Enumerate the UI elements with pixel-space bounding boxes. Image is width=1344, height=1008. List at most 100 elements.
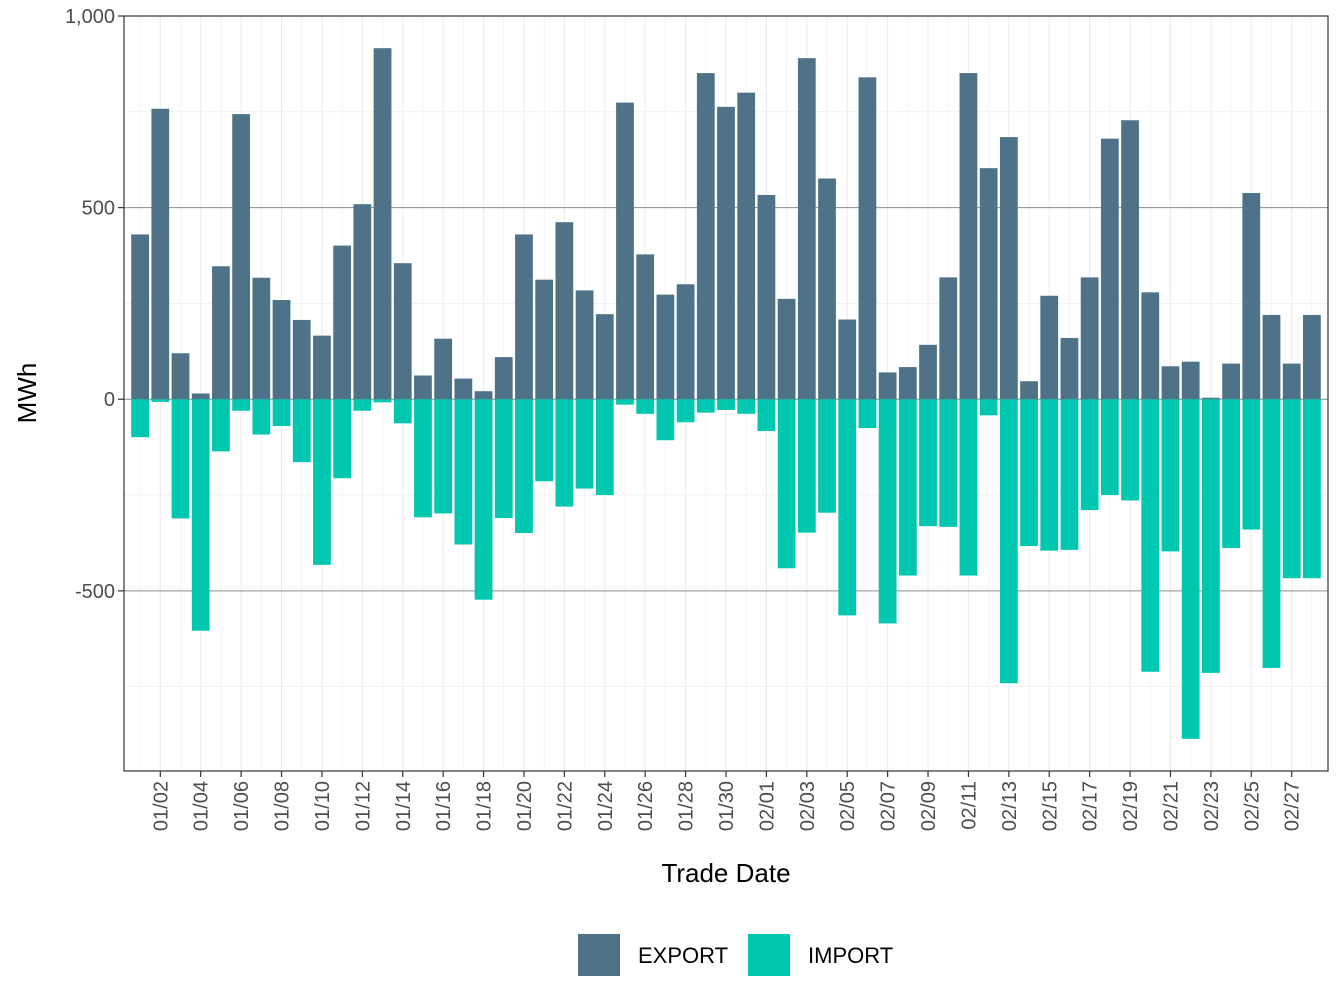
bar-import [616,399,634,405]
bar-import [676,399,695,423]
bar-export [1020,381,1038,400]
bar-export [1222,363,1240,400]
x-tick-label: 01/26 [635,781,657,831]
bar-export [1282,363,1301,400]
bar-export [737,92,756,400]
bar-export [878,372,897,400]
bar-import [858,399,877,428]
x-tick-label: 02/15 [1039,781,1061,831]
x-tick-label: 01/28 [676,781,698,831]
bar-import [212,399,230,452]
x-axis-title: Trade Date [661,858,790,888]
bar-import [252,399,271,435]
bar-export [434,338,453,400]
bar-import [393,399,412,424]
x-tick-label: 01/12 [352,781,374,831]
bar-import [898,399,917,576]
bar-import [151,399,170,402]
bar-import [1262,399,1281,668]
y-axis-title: MWh [12,363,42,424]
bar-export [1141,292,1160,400]
bar-import [1181,399,1200,739]
bar-import [1080,399,1099,511]
bar-export [1242,193,1261,400]
x-tick-label: 01/02 [150,781,172,831]
bar-import [191,399,210,631]
bar-import [555,399,574,507]
bar-export [373,48,392,400]
bar-import [333,399,352,479]
bar-export [131,234,149,400]
legend-label-export: EXPORT [638,943,728,968]
bar-export [999,137,1018,400]
bar-import [1222,399,1240,548]
x-tick-label: 01/04 [191,781,213,831]
bar-import [878,399,897,624]
bar-export [1303,314,1321,400]
bar-import [494,399,513,519]
x-tick-label: 02/21 [1160,781,1182,831]
bar-export [292,319,311,400]
bar-import [171,399,190,519]
bar-import [272,399,291,427]
bar-import [919,399,937,527]
bar-import [353,399,372,411]
x-tick-label: 02/09 [918,781,940,831]
bar-export [474,391,493,400]
bar-export [1161,366,1180,400]
bar-export [1121,120,1139,400]
bar-export [252,277,271,400]
y-axis: -500 0 500 1,000 [65,6,124,603]
x-tick-label: 01/14 [393,781,415,831]
bar-import [757,399,776,432]
bar-export [838,319,857,400]
bar-import [454,399,473,545]
x-tick-label: 02/03 [797,781,819,831]
bar-export [979,168,998,400]
bar-export [676,284,695,400]
bar-import [474,399,493,600]
x-tick-label: 02/07 [878,781,900,831]
bar-import [797,399,816,533]
legend-label-import: IMPORT [808,943,893,968]
x-tick-label: 01/06 [231,781,253,831]
x-axis: 01/02 01/04 01/06 01/08 01/10 01/12 01/14 01/16… [150,771,1304,831]
bar-export [555,222,574,400]
bar-import [292,399,311,463]
bar-import [1100,399,1119,496]
bar-export [212,266,230,400]
legend-swatch-export [578,934,620,976]
x-tick-label: 02/11 [958,781,980,830]
bar-export [959,73,978,400]
x-tick-label: 02/01 [756,781,778,831]
x-tick-label: 02/25 [1241,781,1263,831]
bar-export [717,106,735,400]
bars [131,48,1321,739]
x-tick-label: 02/19 [1120,781,1142,831]
bar-import [1201,399,1220,673]
x-tick-label: 01/30 [716,781,738,831]
bar-import [636,399,655,414]
bar-export [1201,397,1220,400]
x-tick-label: 02/27 [1282,781,1304,831]
x-tick-label: 01/10 [312,781,334,831]
bar-export [1040,295,1059,400]
x-tick-label: 02/13 [999,781,1021,831]
bar-export [232,114,251,400]
bar-import [1282,399,1301,579]
bar-export [1060,337,1079,400]
x-tick-label: 01/18 [474,781,496,831]
x-tick-label: 01/22 [554,781,576,831]
bar-import [1121,399,1139,501]
bar-export [272,299,291,400]
bar-export [757,194,776,400]
x-tick-label: 02/17 [1080,781,1102,831]
y-tick-label: 500 [82,198,115,220]
bar-export [515,234,533,400]
bar-export [595,314,614,400]
bar-import [777,399,796,569]
bar-import [818,399,836,513]
bar-export [414,375,432,400]
